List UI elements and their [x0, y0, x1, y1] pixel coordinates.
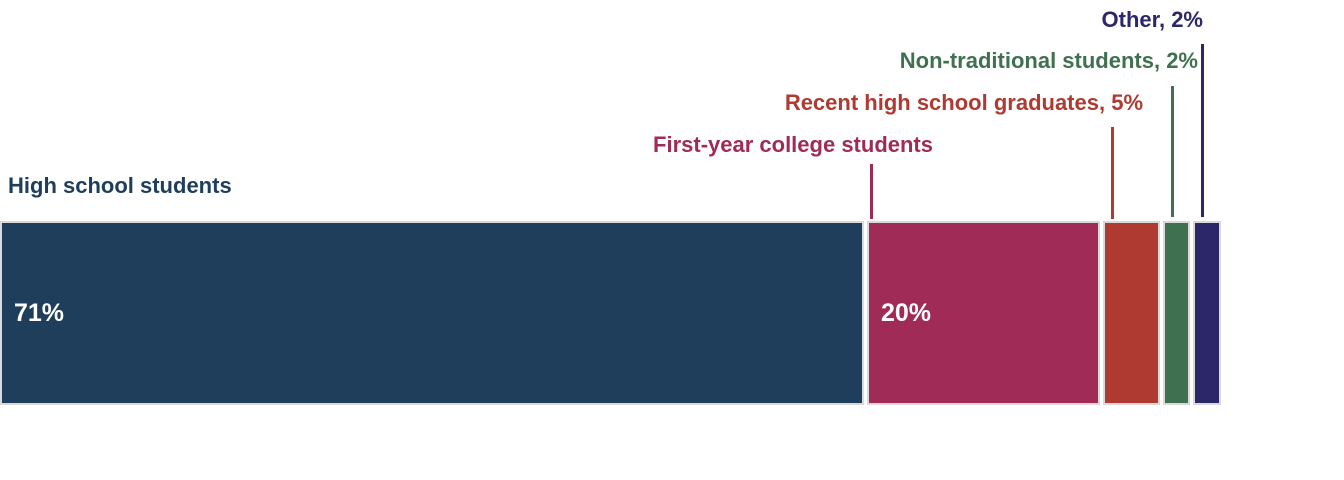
- bar-segment-non-traditional-students: [1163, 221, 1190, 405]
- callout-label-recent-high-school-graduates: Recent high school graduates, 5%: [784, 90, 1143, 115]
- bar-segment-other: [1193, 221, 1221, 405]
- leader-line-non-traditional-students: [1171, 86, 1174, 217]
- bar-segment-high-school-students: 71%: [0, 221, 864, 405]
- value-label-first-year-college-students: 20%: [881, 298, 932, 327]
- callout-label-other: Other, 2%: [1101, 7, 1203, 32]
- leader-line-first-year-college-students: [870, 164, 873, 219]
- leader-line-recent-high-school-graduates: [1111, 127, 1114, 219]
- callout-label-first-year-college-students: First-year college students: [653, 132, 933, 157]
- bar-segment-recent-high-school-graduates: [1103, 221, 1160, 405]
- callout-label-non-traditional-students: Non-traditional students, 2%: [899, 48, 1198, 73]
- bar-segment-first-year-college-students: 20%: [867, 221, 1100, 405]
- value-label-high-school-students: 71%: [14, 298, 65, 327]
- leader-line-other: [1201, 44, 1204, 217]
- callout-label-high-school-students: High school students: [8, 173, 232, 198]
